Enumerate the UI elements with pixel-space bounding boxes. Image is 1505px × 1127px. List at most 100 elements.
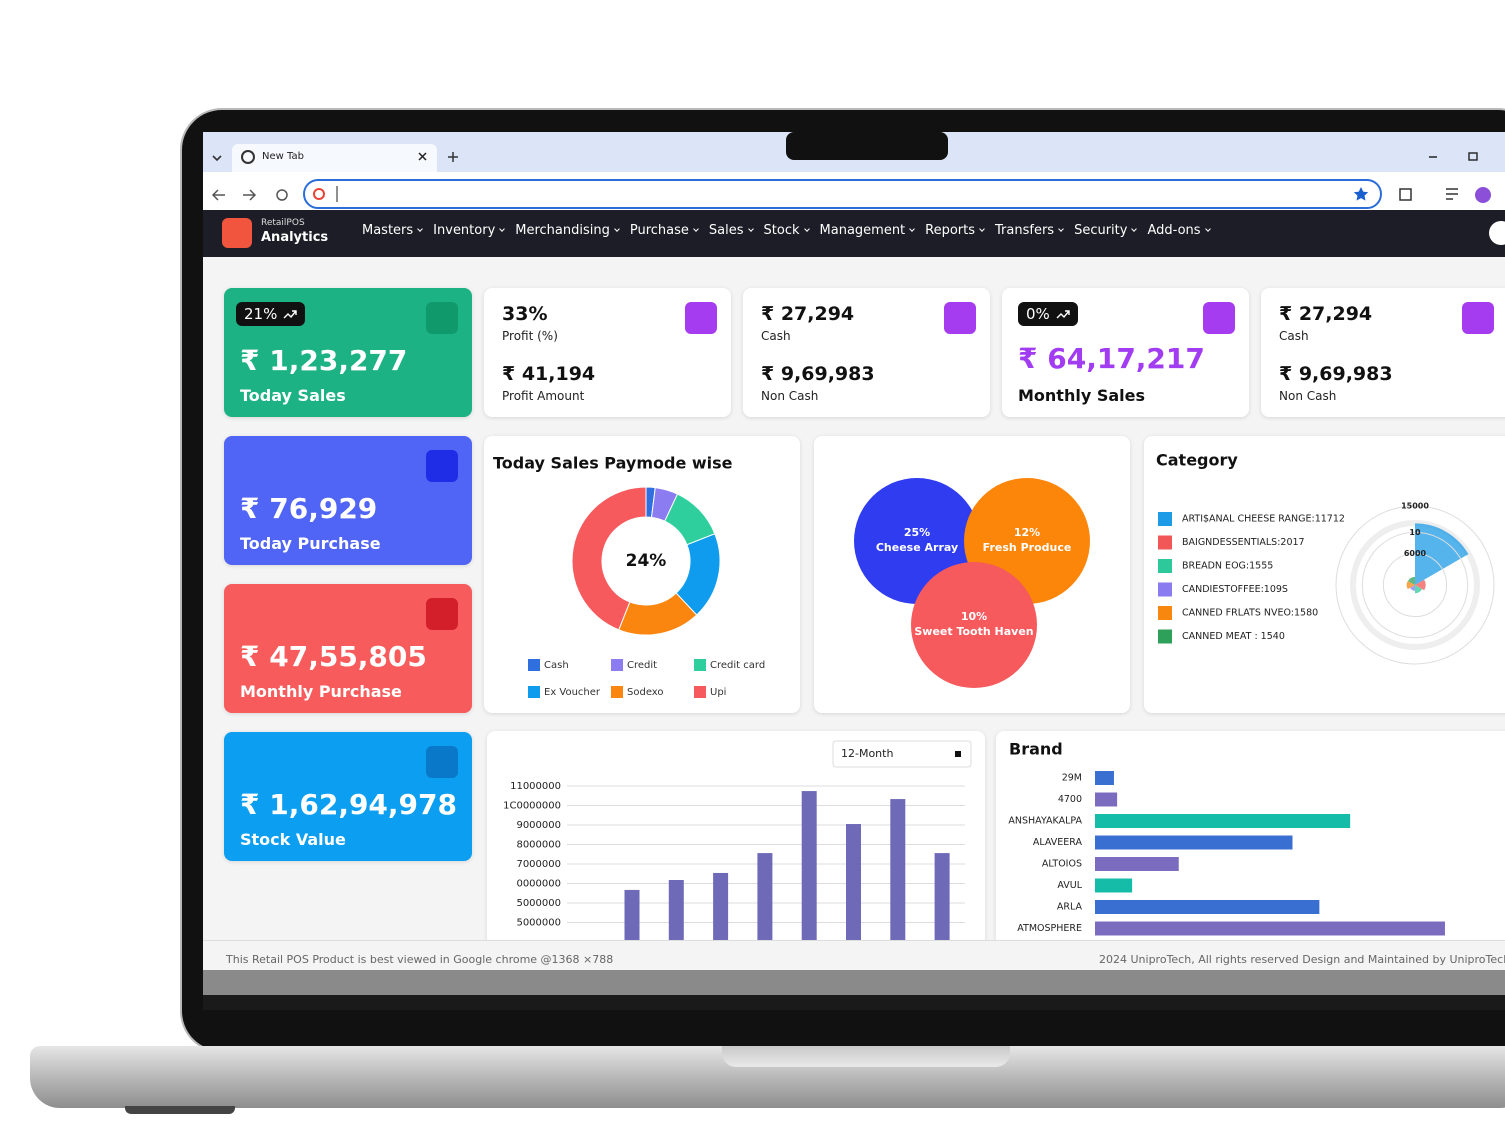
legend-label: CANDIESTOFFEE:109S	[1182, 584, 1288, 595]
y-tick-label: 0000000	[516, 879, 561, 890]
value: ₹ 1,23,277	[240, 344, 408, 377]
venn-value: 25%	[904, 526, 930, 539]
menu-item[interactable]: Security	[1074, 223, 1136, 238]
outer-ring	[1350, 520, 1480, 650]
period-label: 12-Month	[841, 747, 893, 760]
value: ₹ 47,55,805	[240, 640, 427, 673]
menu-item[interactable]: Masters	[362, 223, 422, 238]
legend-label: Ex Voucher	[544, 687, 601, 698]
top-label: Cash	[1279, 329, 1309, 343]
bar	[1095, 857, 1179, 871]
label: Stock Value	[240, 830, 346, 849]
paymode-chart: Today Sales Paymode wise Cash Credit Credit…	[493, 454, 765, 698]
bottom-label: Non Cash	[761, 389, 819, 403]
badge-text: 0%	[1026, 305, 1050, 323]
stock-icon	[426, 746, 458, 778]
taskbar	[203, 970, 1505, 995]
venn-card: 25% Cheese Array 12% Fresh Produce 10% Sweet …	[814, 436, 1130, 713]
r-tick-label: 6000	[1404, 549, 1427, 558]
bottom-label: Non Cash	[1279, 389, 1337, 403]
bar	[1095, 792, 1118, 807]
venn-value: 10%	[961, 610, 987, 623]
bar	[890, 799, 906, 940]
bar	[1095, 835, 1293, 850]
menu-item[interactable]: Management	[820, 223, 915, 238]
legend-label: Credit	[627, 660, 657, 671]
top-value: ₹ 27,294	[761, 303, 855, 325]
tab-menu[interactable]	[212, 155, 222, 162]
calendar-icon	[1203, 302, 1235, 334]
restore[interactable]	[1468, 152, 1478, 161]
menu-item[interactable]: Transfers	[995, 223, 1063, 238]
venn-label: Cheese Array	[876, 541, 958, 554]
tab-title[interactable]: New Tab	[262, 151, 304, 162]
bar	[846, 824, 861, 940]
menu-item[interactable]: Merchandising	[515, 223, 619, 238]
legend-label: ARTI$ANAL CHEESE RANGE:11712	[1182, 514, 1345, 525]
y-tick-label: 11000000	[510, 781, 561, 792]
bar	[1095, 921, 1445, 936]
reading-list[interactable]	[1446, 188, 1458, 200]
monthly-chart-card: 12-Month 11000000 1C0000000 9000000 8000000 7…	[487, 731, 985, 940]
profile[interactable]	[1475, 187, 1491, 203]
menu-item[interactable]: Reports	[925, 223, 984, 238]
menu-item[interactable]: Inventory	[433, 223, 504, 238]
tab[interactable]	[232, 144, 437, 172]
label: Today Sales	[240, 386, 346, 405]
content: 21% ₹ 1,23,277 Today Sales 33% Profit (%…	[203, 257, 1505, 940]
y-tick-label: 9000000	[516, 820, 561, 831]
tab-close[interactable]	[418, 152, 427, 161]
receipt-icon	[1462, 302, 1494, 334]
new-tab[interactable]	[448, 152, 458, 162]
user-avatar[interactable]	[1489, 221, 1505, 245]
venn-circle	[911, 562, 1037, 688]
legend-label: BAIGNDESSENTIALS:2017	[1182, 537, 1305, 548]
forward[interactable]	[243, 189, 257, 201]
menu-item[interactable]: Stock	[764, 223, 809, 238]
footer-left: This Retail POS Product is best viewed i…	[226, 953, 614, 966]
menu: Masters Inventory Merchandising Purchase Sal…	[362, 223, 1210, 238]
value: ₹ 64,17,217	[1018, 342, 1205, 375]
menu-item[interactable]: Sales	[709, 223, 753, 238]
menu-item[interactable]: Add-ons	[1147, 223, 1209, 238]
top-label: Profit (%)	[502, 329, 558, 343]
donut-center: 24%	[626, 551, 667, 571]
bar	[1095, 814, 1351, 828]
legend-label: Cash	[544, 660, 569, 671]
y-tick-label: 8000000	[516, 840, 561, 851]
calendar-icon	[426, 598, 458, 630]
logo	[222, 218, 252, 248]
legend-label: CANNED FRLATS NVEO:1580	[1182, 608, 1318, 619]
y-tick-label: 7000000	[516, 859, 561, 870]
y-tick-label: 5000000	[516, 898, 561, 909]
monthly-sales-card: 0% ₹ 64,17,217 Monthly Sales	[1002, 288, 1249, 417]
reload[interactable]	[276, 189, 288, 201]
bar	[1095, 900, 1320, 914]
r-tick-label: 10	[1409, 528, 1421, 537]
extensions[interactable]	[1399, 188, 1412, 201]
menu-item[interactable]: Purchase	[630, 223, 698, 238]
omnibox[interactable]	[303, 179, 1382, 209]
cash-icon	[944, 302, 976, 334]
legend-swatch	[1158, 606, 1172, 620]
legend-swatch	[1158, 559, 1172, 573]
value: ₹ 1,62,94,978	[240, 788, 457, 821]
period-dropdown[interactable]	[832, 740, 972, 768]
google-icon	[313, 188, 325, 200]
polar-sector	[1407, 576, 1415, 585]
legend-label: BREADN EOG:1555	[1182, 561, 1273, 572]
legend-swatch	[694, 659, 706, 671]
badge: 21%	[236, 302, 306, 326]
bar	[668, 879, 684, 940]
legend-swatch	[1158, 582, 1172, 597]
cash-card: ₹ 27,294 Cash ₹ 9,69,983 Non Cash	[1261, 288, 1505, 417]
badge: 0%	[1018, 302, 1078, 326]
bar	[1095, 771, 1114, 785]
brand-small: RetailPOS	[261, 218, 305, 228]
category-card: Category ARTI$ANAL CHEESE RANGE:11712 BAIG…	[1144, 436, 1505, 713]
footer	[203, 940, 1505, 971]
bookmark-star[interactable]	[1353, 187, 1369, 201]
legend-label: Credit card	[710, 660, 765, 671]
back[interactable]	[211, 189, 225, 201]
y-tick-label: 29M	[1062, 773, 1082, 784]
